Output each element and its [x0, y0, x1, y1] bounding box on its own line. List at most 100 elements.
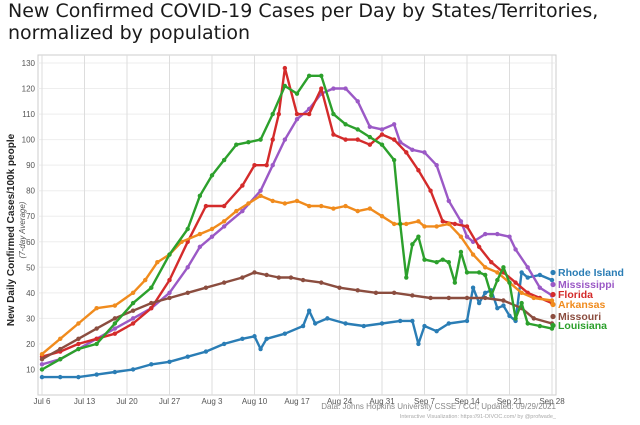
data-point — [282, 83, 288, 89]
y-tick-label: 70 — [26, 212, 35, 221]
data-point — [76, 374, 81, 380]
y-tick-label: 20 — [26, 340, 35, 349]
data-point — [513, 280, 518, 285]
data-point — [203, 285, 209, 290]
data-point — [58, 346, 63, 352]
data-point — [470, 252, 476, 257]
data-point — [76, 321, 81, 326]
data-point — [464, 224, 470, 229]
data-point — [525, 265, 530, 270]
data-point — [282, 201, 288, 206]
data-point — [167, 295, 172, 301]
data-point — [367, 134, 373, 140]
data-point — [288, 275, 294, 280]
x-tick-label: Jul 20 — [116, 397, 138, 406]
chart-title-line1: New Confirmed COVID-19 Cases per Day by … — [8, 0, 599, 22]
data-point — [525, 275, 530, 280]
y-tick-label: 120 — [22, 85, 36, 94]
x-tick-label: Sep 7 — [414, 397, 435, 406]
series-group — [39, 65, 555, 380]
data-point — [501, 265, 506, 270]
data-point — [549, 277, 555, 283]
data-point — [94, 305, 99, 311]
data-point — [258, 137, 263, 142]
data-point — [252, 270, 257, 275]
data-point — [221, 341, 227, 347]
data-point — [379, 132, 385, 137]
data-point — [221, 203, 227, 209]
data-point — [246, 201, 251, 206]
chart-title: New Confirmed COVID-19 Cases per Day by … — [8, 0, 598, 44]
data-point — [39, 362, 45, 367]
data-point — [458, 219, 464, 224]
data-point — [361, 323, 366, 329]
data-point — [391, 137, 397, 142]
data-point — [221, 224, 227, 229]
data-point — [112, 321, 118, 326]
data-point — [470, 285, 476, 290]
data-point — [416, 219, 421, 224]
data-point — [130, 290, 136, 296]
data-point — [203, 203, 209, 209]
data-point — [440, 219, 445, 224]
data-point — [410, 318, 415, 324]
data-point — [240, 183, 245, 188]
data-point — [483, 231, 488, 237]
data-point — [452, 280, 458, 285]
data-point — [252, 162, 257, 168]
data-point — [221, 219, 227, 224]
legend-marker — [550, 291, 556, 298]
data-point — [130, 300, 136, 306]
data-point — [355, 127, 360, 132]
data-point — [149, 305, 154, 311]
x-tick-label: Aug 31 — [369, 397, 395, 406]
series-line — [41, 194, 553, 356]
data-point — [306, 308, 312, 313]
data-point — [185, 354, 190, 359]
y-axis-label: New Daily Confirmed Cases/100k people — [6, 133, 17, 326]
data-point — [313, 321, 318, 326]
data-point — [513, 247, 518, 252]
data-point — [185, 265, 190, 270]
data-point — [476, 270, 482, 275]
data-point — [209, 173, 215, 178]
data-point — [76, 346, 81, 352]
legend-marker — [550, 269, 556, 276]
data-point — [155, 260, 160, 265]
data-point — [398, 221, 403, 227]
data-point — [76, 341, 81, 347]
data-point — [404, 150, 409, 155]
y-tick-label: 130 — [22, 59, 36, 68]
series-missouri — [39, 270, 555, 362]
data-point — [446, 260, 451, 265]
source-subnote: Interactive Visualization: https://91-DI… — [400, 414, 557, 420]
y-tick-label: 10 — [26, 365, 35, 374]
y-tick-label: 100 — [22, 136, 36, 145]
data-point — [495, 270, 500, 275]
y-axis: 10 20 30 40 50 60 70 80 90 100 110 120 130 — [22, 59, 36, 374]
data-point — [331, 206, 336, 211]
data-point — [58, 357, 63, 362]
chart-title-line2: normalized by population — [8, 22, 251, 44]
data-point — [203, 349, 209, 354]
data-point — [94, 341, 99, 347]
data-point — [525, 321, 530, 326]
data-point — [112, 369, 118, 375]
data-point — [355, 99, 360, 104]
data-point — [343, 122, 348, 127]
data-point — [112, 303, 118, 308]
data-point — [270, 111, 275, 117]
data-point — [270, 137, 275, 142]
data-point — [240, 208, 245, 214]
data-point — [130, 367, 136, 372]
data-point — [379, 127, 385, 132]
x-tick-label: Sep 14 — [454, 397, 480, 406]
data-point — [343, 86, 348, 91]
data-point — [270, 198, 275, 204]
x-tick-label: Sep 21 — [497, 397, 523, 406]
data-point — [458, 234, 464, 239]
data-point — [306, 111, 312, 117]
data-point — [422, 224, 427, 229]
data-point — [367, 206, 373, 211]
